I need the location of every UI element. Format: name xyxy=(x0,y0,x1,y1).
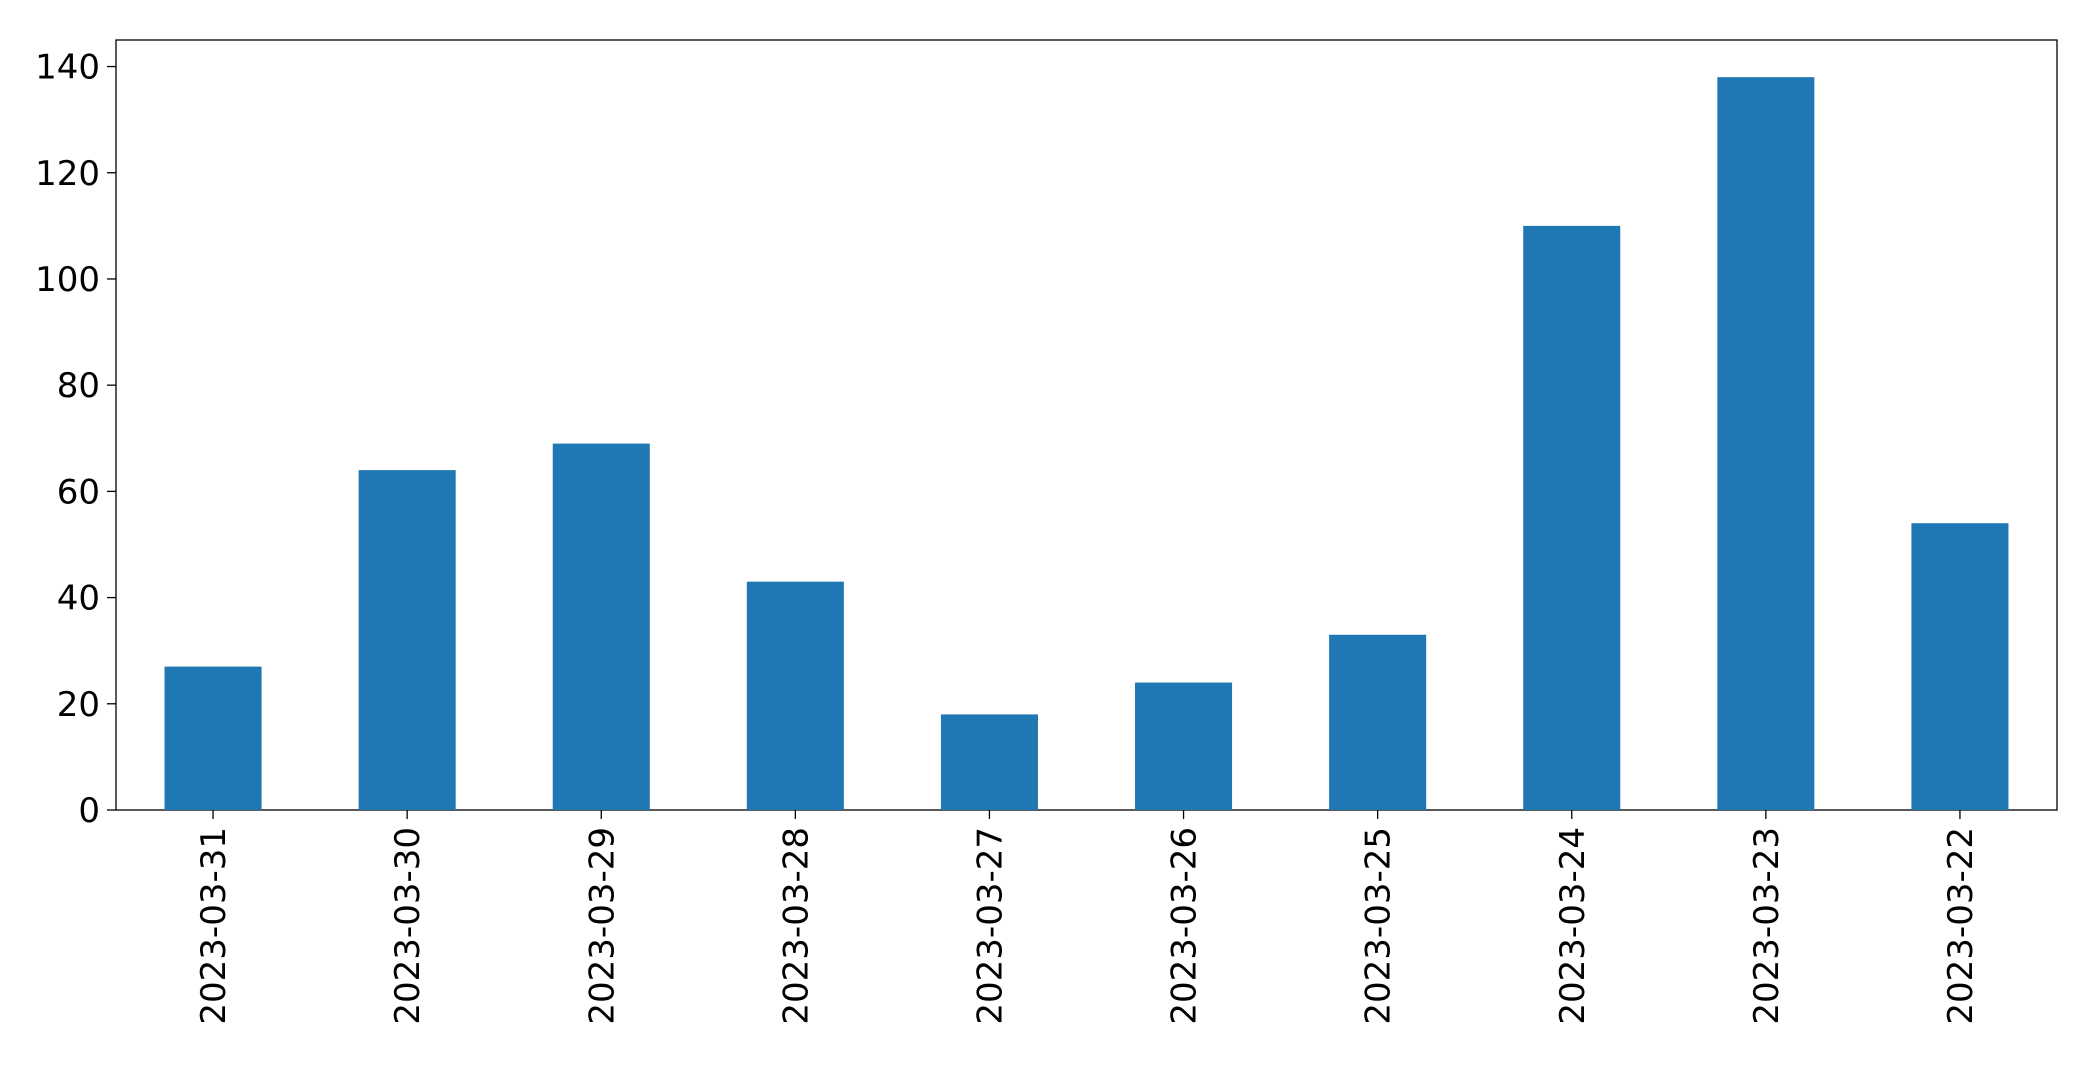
x-tick-label: 2023-03-25 xyxy=(1359,827,1399,1025)
x-tick-label: 2023-03-23 xyxy=(1747,827,1787,1025)
y-tick-label: 100 xyxy=(35,260,100,300)
bar-2023-03-31 xyxy=(164,666,262,810)
y-tick-label: 20 xyxy=(57,685,100,725)
plot-frame xyxy=(115,39,2058,811)
bar-2023-03-28 xyxy=(746,581,844,810)
x-tick-label: 2023-03-31 xyxy=(194,827,234,1025)
bar-2023-03-30 xyxy=(358,470,456,810)
bar-2023-03-27 xyxy=(940,714,1038,810)
bar-2023-03-25 xyxy=(1329,634,1427,810)
x-tick-label: 2023-03-28 xyxy=(776,827,816,1025)
y-tick-label: 80 xyxy=(57,366,100,406)
x-axis: 2023-03-31 2023-03-30 2023-03-29 2023-03-28… xyxy=(194,810,1981,1025)
y-tick-label: 40 xyxy=(57,579,100,619)
y-axis: 0 20 40 60 80 100 120 140 xyxy=(35,48,116,831)
bar-2023-03-24 xyxy=(1523,225,1621,811)
x-tick-label: 2023-03-22 xyxy=(1941,827,1981,1025)
y-tick-label: 140 xyxy=(35,48,100,88)
y-tick-label: 0 xyxy=(78,791,100,831)
bar-2023-03-23 xyxy=(1717,77,1815,811)
x-tick-label: 2023-03-24 xyxy=(1553,827,1593,1025)
bar-2023-03-29 xyxy=(552,443,650,810)
x-tick-label: 2023-03-27 xyxy=(970,827,1010,1025)
y-tick-label: 120 xyxy=(35,154,100,194)
y-tick-label: 60 xyxy=(57,472,100,512)
x-tick-label: 2023-03-26 xyxy=(1165,827,1205,1025)
x-tick-label: 2023-03-30 xyxy=(388,827,428,1025)
bars-layer xyxy=(164,77,2009,811)
x-tick-label: 2023-03-29 xyxy=(582,827,622,1025)
bar-2023-03-26 xyxy=(1135,682,1233,810)
bar-2023-03-22 xyxy=(1911,523,2009,810)
